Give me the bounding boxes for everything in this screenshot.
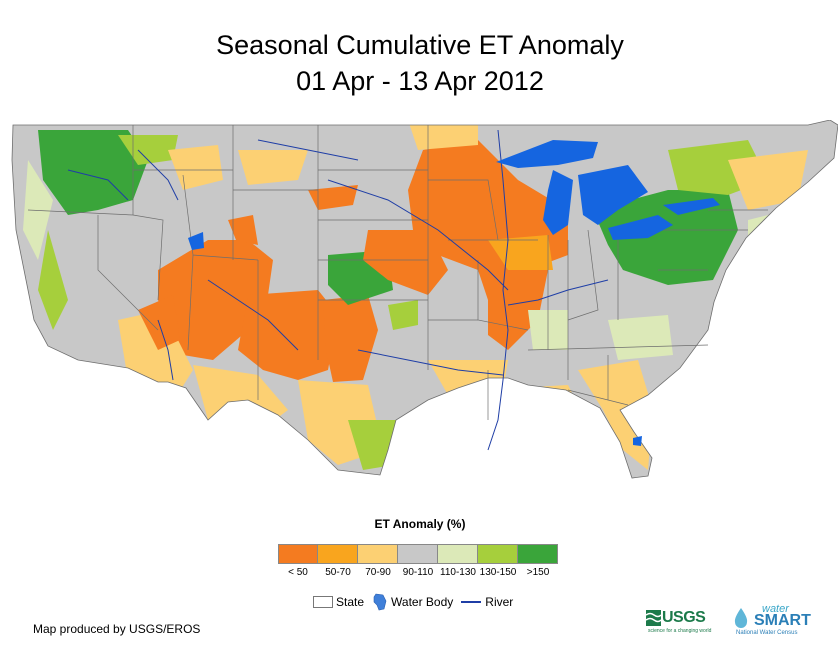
water-body-icon [373, 593, 387, 611]
legend-title: ET Anomaly (%) [374, 517, 466, 531]
legend-label: < 50 [288, 567, 308, 578]
legend-labels: < 50 50-70 70-90 90-110 110-130 130-150 … [278, 567, 558, 578]
legend-label: 110-130 [440, 567, 476, 578]
state-outline-icon [313, 596, 333, 608]
key-state: State [313, 595, 364, 609]
legend-swatch [518, 544, 558, 564]
legend-swatch [358, 544, 398, 564]
water-drop-icon [734, 608, 748, 628]
map-title: Seasonal Cumulative ET Anomaly [216, 30, 624, 60]
usgs-wave-icon [646, 610, 661, 626]
legend-swatch [438, 544, 478, 564]
map-date-range: 01 Apr - 13 Apr 2012 [296, 66, 544, 96]
river-line-icon [461, 601, 482, 603]
legend-swatch [278, 544, 318, 564]
map-credit: Map produced by USGS/EROS [33, 622, 201, 636]
key-river-label: River [485, 595, 514, 609]
legend-label: 130-150 [479, 567, 517, 578]
legend-swatch [318, 544, 358, 564]
usgs-wordmark: USGS [662, 609, 706, 626]
watersmart-smart-text: SMART [754, 612, 811, 629]
key-water-body: Water Body [372, 593, 453, 611]
watersmart-tagline: National Water Census [736, 630, 798, 636]
legend-label: 70-90 [365, 567, 391, 578]
watersmart-logo: water SMART National Water Census [730, 603, 816, 637]
usgs-logo: USGS science for a changing world [646, 607, 726, 634]
usgs-tagline: science for a changing world [648, 628, 712, 634]
legend-label: 50-70 [325, 567, 351, 578]
key-state-label: State [336, 595, 365, 609]
watersmart-water-text: water [762, 603, 789, 615]
legend-swatches [278, 544, 558, 564]
key-river: River [461, 595, 513, 609]
et-anomaly-map [11, 120, 838, 479]
legend-label: 90-110 [402, 567, 434, 578]
map-key: State Water Body River [313, 593, 521, 611]
logos: USGS science for a changing world water … [646, 603, 816, 637]
legend-label: >150 [526, 567, 550, 578]
legend-swatch [478, 544, 518, 564]
key-water-body-label: Water Body [391, 595, 454, 609]
legend-swatch [398, 544, 438, 564]
